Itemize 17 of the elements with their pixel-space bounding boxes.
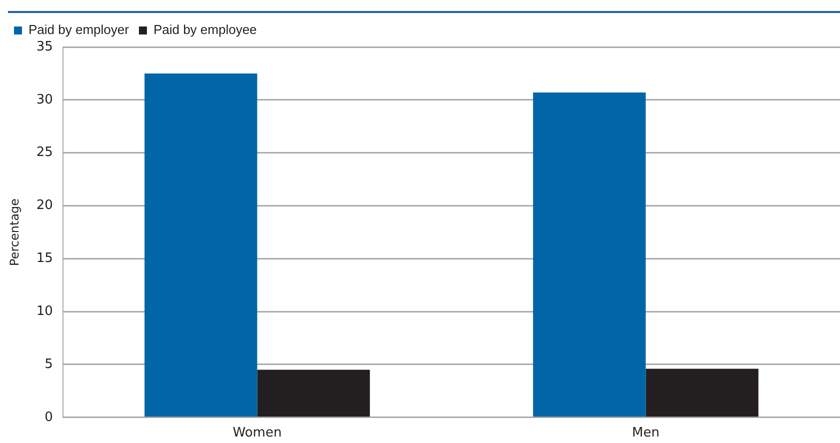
- y-tick-label: 10: [36, 304, 53, 319]
- y-axis-title: Percentage: [7, 198, 22, 266]
- y-tick-label: 25: [36, 145, 53, 160]
- y-tick-label: 20: [36, 198, 53, 214]
- bar: [257, 370, 370, 417]
- y-tick-label: 15: [36, 251, 53, 266]
- y-tick-label: 5: [44, 356, 53, 372]
- x-tick-label: Men: [632, 426, 660, 441]
- bar: [533, 92, 646, 417]
- legend-label: Paid by employer: [28, 22, 130, 38]
- bar: [646, 368, 758, 417]
- x-tick-label: Women: [232, 426, 282, 441]
- y-tick-label: 0: [44, 410, 53, 425]
- bar: [144, 73, 258, 417]
- y-tick-label: 30: [36, 92, 53, 108]
- legend-label: Paid by employee: [153, 22, 257, 38]
- y-tick-label: 35: [36, 39, 53, 54]
